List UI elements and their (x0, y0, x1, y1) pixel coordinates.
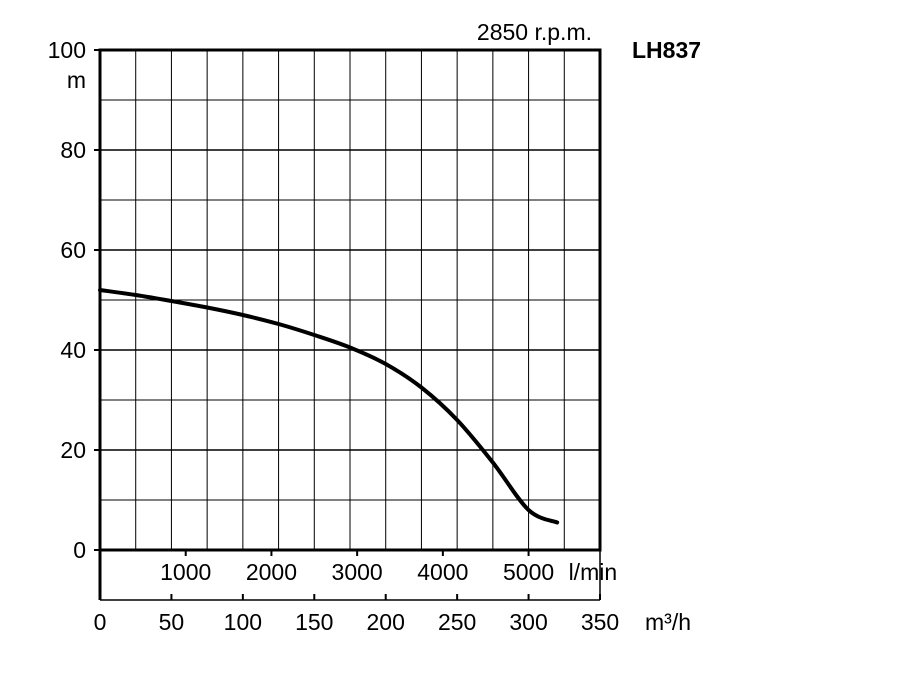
y-tick-label: 60 (60, 237, 86, 263)
m3h-tick-label: 250 (438, 609, 476, 635)
y-tick-label: 20 (60, 437, 86, 463)
y-tick-label: 0 (73, 537, 86, 563)
model-label: LH837 (632, 37, 701, 63)
axis-labels: 0 20 40 60 80 100 m 1000 2000 3000 4000 5000 l/min 0 5… (48, 19, 701, 635)
lmin-tick-label: 5000 (503, 559, 554, 585)
lmin-tick-label: 2000 (246, 559, 297, 585)
chart-grid (100, 50, 600, 550)
m3h-tick-label: 150 (295, 609, 333, 635)
y-tick-label: 80 (60, 137, 86, 163)
head-curve (98, 288, 560, 525)
y-tick-label: 100 (48, 37, 86, 63)
chart-frame (94, 48, 602, 601)
lmin-tick-label: 3000 (332, 559, 383, 585)
m3h-tick-label: 200 (367, 609, 405, 635)
lmin-unit-label: l/min (569, 559, 618, 585)
m3h-tick-label: 300 (509, 609, 547, 635)
y-tick-label: 40 (60, 337, 86, 363)
m3h-unit-label: m³/h (645, 609, 691, 635)
m3h-tick-label: 50 (159, 609, 185, 635)
lmin-tick-label: 1000 (160, 559, 211, 585)
y-unit-label: m (67, 67, 86, 93)
m3h-tick-label: 0 (94, 609, 107, 635)
m3h-tick-label: 350 (581, 609, 619, 635)
lmin-tick-label: 4000 (417, 559, 468, 585)
speed-label: 2850 r.p.m. (477, 19, 592, 45)
m3h-tick-label: 100 (224, 609, 262, 635)
